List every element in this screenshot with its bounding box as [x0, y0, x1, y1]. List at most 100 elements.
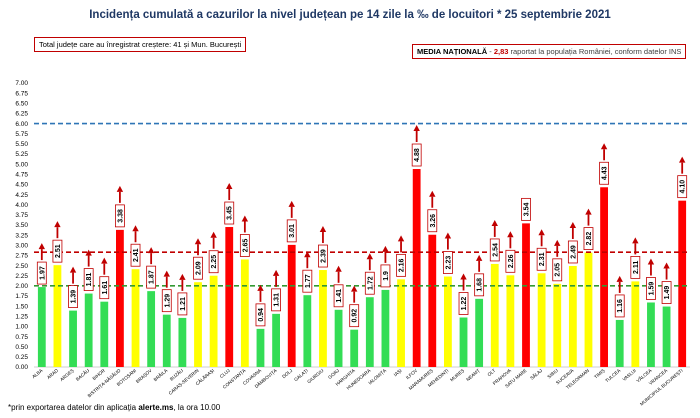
bar: [475, 298, 484, 367]
data-label-box: [630, 255, 641, 279]
data-label-box: [505, 249, 516, 273]
x-category-label: SIBIU: [546, 368, 558, 380]
increase-arrow-head: [116, 185, 124, 192]
data-label-box: [411, 143, 422, 167]
y-tick-label: 2.00: [15, 283, 28, 290]
footer-prefix: *prin exportarea datelor din aplicația: [8, 403, 139, 412]
data-label: 2.31: [539, 252, 546, 266]
y-tick-label: 4.75: [15, 171, 28, 178]
data-label: 1.39: [71, 290, 78, 304]
data-label: 2.11: [633, 261, 640, 274]
increase-arrow-head: [69, 266, 77, 273]
data-label: 2.51: [55, 244, 62, 258]
increase-arrow-head: [429, 190, 436, 197]
increase-arrow-head: [304, 251, 311, 258]
increase-arrow-head: [179, 273, 186, 280]
y-tick-label: 0.25: [15, 354, 28, 361]
bar: [506, 275, 515, 367]
bar: [365, 297, 374, 367]
data-label-box: [380, 264, 391, 288]
y-tick-label: 4.50: [15, 182, 28, 189]
bar: [287, 244, 296, 367]
data-label-box: [52, 239, 63, 263]
increase-arrow-head: [350, 285, 358, 292]
national-average-box: MEDIA NAȚIONALĂ - 2,83 raportat la popul…: [412, 44, 687, 59]
data-label-box: [567, 240, 578, 264]
y-tick-label: 5.75: [15, 131, 28, 138]
data-label: 4.43: [602, 166, 609, 180]
bar: [381, 289, 390, 367]
data-label: 1.61: [102, 281, 109, 295]
data-label: 2.09: [196, 261, 203, 275]
y-tick-label: 4.00: [15, 202, 28, 209]
increase-arrow-head: [101, 257, 108, 264]
y-tick-label: 5.50: [15, 141, 28, 148]
bar: [459, 317, 468, 367]
data-label: 1.22: [461, 297, 468, 311]
bar: [225, 227, 234, 367]
increase-arrow-head: [241, 215, 249, 222]
data-label-box: [193, 256, 203, 280]
national-average-value: 2,83: [493, 47, 509, 56]
data-label-box: [271, 288, 281, 312]
bar: [256, 328, 265, 367]
increase-arrow-head: [678, 156, 686, 163]
data-label-box: [536, 247, 547, 271]
footer-suffix: , la ora 10.00: [173, 403, 221, 412]
data-label-box: [349, 304, 360, 328]
bar: [647, 302, 655, 367]
data-label-box: [333, 284, 344, 308]
data-label-box: [99, 276, 110, 300]
bar: [397, 279, 405, 367]
y-tick-label: 4.25: [15, 192, 28, 199]
data-label-box: [146, 265, 157, 289]
data-label-box: [68, 285, 78, 309]
y-tick-label: 3.50: [15, 222, 28, 229]
data-label-box: [443, 251, 453, 274]
bar: [131, 269, 140, 367]
data-label-box: [177, 292, 188, 316]
x-category-label: ALBA: [31, 367, 44, 379]
increase-arrow-head: [272, 269, 280, 276]
data-label: 1.97: [39, 266, 46, 280]
increase-arrow-head: [554, 239, 561, 246]
bar: [490, 263, 499, 367]
data-label: 3.54: [524, 202, 531, 216]
data-label: 3.38: [117, 209, 124, 223]
data-label: 1.41: [336, 289, 343, 303]
data-label: 2.39: [320, 249, 327, 263]
x-category-label: ARGEȘ: [59, 368, 75, 382]
increase-arrow-head: [288, 200, 295, 207]
y-tick-label: 1.50: [15, 303, 28, 310]
increase-arrow-head: [475, 254, 483, 261]
increase-arrow-head: [38, 243, 46, 250]
increase-arrow-head: [600, 143, 608, 150]
increase-arrow-head: [538, 229, 545, 236]
data-label-box: [36, 261, 47, 285]
data-label: 3.01: [289, 224, 296, 238]
increase-arrow-head: [147, 247, 155, 254]
bar: [100, 301, 109, 367]
y-axis-layer: 0.00 0.25 0.50 0.75 1.00 1.25 1.50 1.75 2.00 2.25…: [15, 80, 690, 371]
data-label: 2.23: [445, 256, 452, 270]
increase-arrow-head: [444, 232, 452, 239]
data-label: 2.16: [399, 258, 406, 272]
data-label: 2.54: [492, 243, 499, 257]
increase-arrow-head: [382, 245, 389, 252]
increase-arrow-head: [319, 226, 327, 233]
data-label: 1.21: [180, 297, 187, 311]
bar: [350, 329, 359, 367]
bar: [412, 169, 421, 367]
bar: [631, 281, 640, 367]
data-label-box: [115, 204, 125, 228]
bar: [303, 295, 312, 367]
data-label-box: [458, 292, 469, 315]
bar: [444, 276, 452, 367]
x-category-label: NEAMȚ: [465, 368, 481, 382]
data-label-box: [474, 273, 485, 297]
national-average-sep: -: [487, 47, 494, 56]
data-label: 2.05: [555, 263, 562, 277]
bar: [178, 317, 187, 367]
data-label: 3.26: [430, 214, 437, 228]
